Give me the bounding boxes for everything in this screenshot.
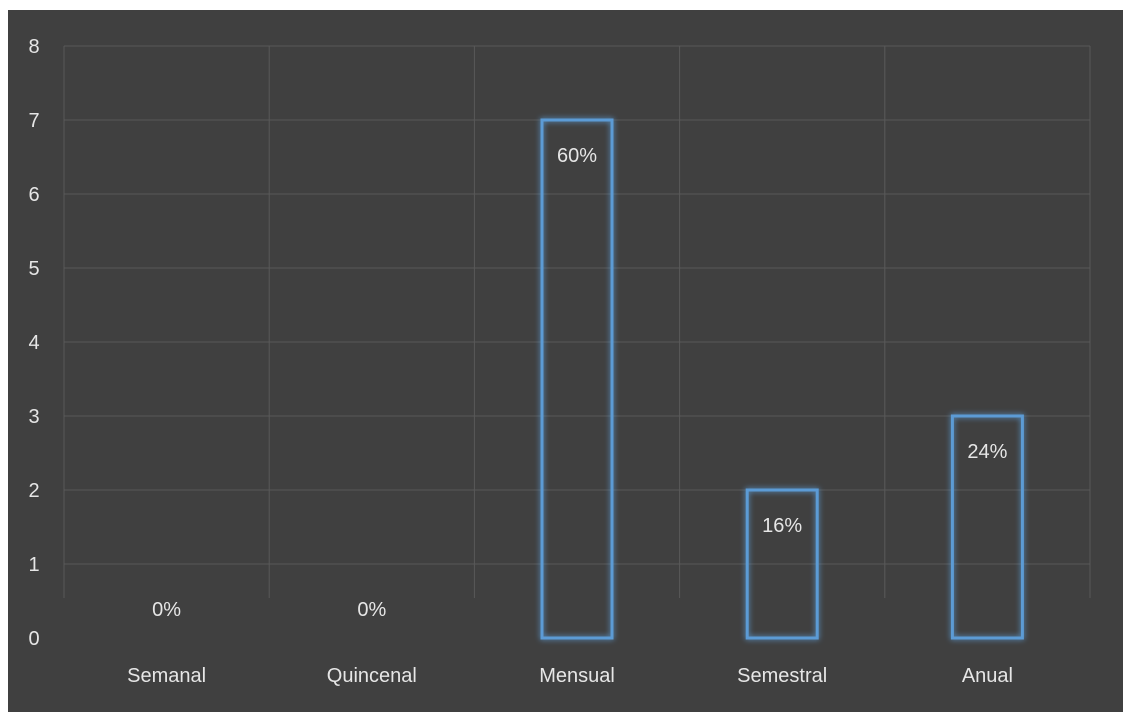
y-tick-label: 6 [28, 184, 39, 206]
y-tick-label: 4 [28, 332, 39, 354]
data-label: 0% [152, 599, 181, 621]
data-label: 24% [967, 441, 1007, 463]
y-tick-label: 3 [28, 406, 39, 428]
bar [540, 118, 614, 640]
y-tick-label: 2 [28, 480, 39, 502]
chart-background [8, 10, 1123, 712]
gridlines [63, 45, 1091, 598]
x-tick-label: Anual [962, 665, 1013, 687]
bars [540, 118, 1024, 640]
bar [950, 414, 1024, 640]
data-label: 60% [557, 145, 597, 167]
x-axis-tick-labels: Semanal Quincenal Mensual Semestral Anual [127, 665, 1013, 687]
x-tick-label: Mensual [539, 665, 615, 687]
y-tick-label: 0 [28, 628, 39, 650]
x-tick-label: Semanal [127, 665, 206, 687]
y-tick-label: 1 [28, 554, 39, 576]
x-tick-label: Semestral [737, 665, 827, 687]
y-tick-label: 7 [28, 110, 39, 132]
x-tick-label: Quincenal [327, 665, 417, 687]
data-labels: 0% 0% 60% 16% 24% [152, 145, 1007, 621]
y-tick-label: 8 [28, 36, 39, 58]
y-tick-label: 5 [28, 258, 39, 280]
data-label: 16% [762, 515, 802, 537]
y-axis-tick-labels: 0 1 2 3 4 5 6 7 8 [28, 36, 39, 650]
bar [745, 488, 819, 640]
data-label: 0% [357, 599, 386, 621]
